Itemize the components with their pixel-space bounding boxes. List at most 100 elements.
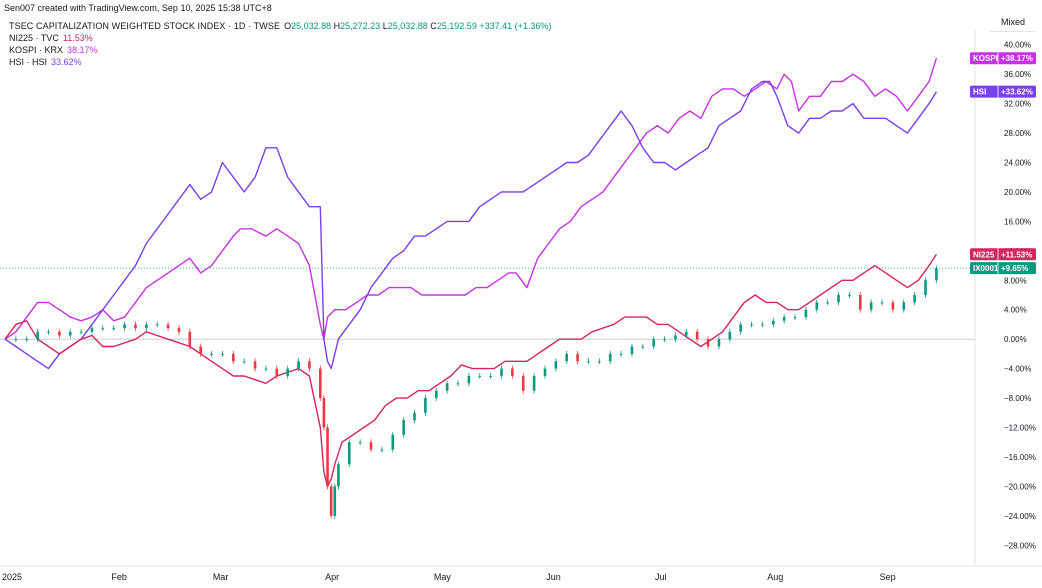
- ohlc-close-label: C: [430, 21, 437, 31]
- candle-body: [858, 295, 862, 310]
- candle-body: [532, 375, 536, 391]
- candle-body: [750, 324, 753, 326]
- ohlc-close-value: 25,192.59: [436, 21, 477, 31]
- candle-body: [521, 375, 525, 391]
- candle-body: [652, 339, 656, 347]
- x-tick-label: Jun: [546, 572, 561, 582]
- y-tick-label: −12.00%: [1004, 424, 1036, 433]
- price-tag-bg: [970, 262, 1036, 275]
- y-tick-label: −20.00%: [1004, 482, 1036, 491]
- ohlc-high-value: 25,272.23: [340, 21, 381, 31]
- candle-body: [318, 368, 322, 399]
- candle-body: [608, 353, 612, 362]
- x-tick-label: Jul: [655, 572, 667, 582]
- candle-body: [706, 339, 710, 347]
- candle-body: [322, 398, 326, 428]
- candle-body: [347, 442, 351, 465]
- candle-body: [695, 331, 699, 340]
- y-tick-label: 8.00%: [1004, 276, 1027, 285]
- candle-body: [663, 339, 666, 341]
- candle-body: [478, 375, 482, 377]
- candle-body: [924, 280, 927, 295]
- legend-ohlc: O25,032.88 H25,272.23 L25,032.88 C25,192…: [284, 20, 551, 32]
- candle-body: [467, 375, 471, 384]
- price-tag-hsi: HSI +33.62%: [970, 85, 1036, 98]
- candle-body: [210, 353, 213, 355]
- y-tick-label: 28.00%: [1004, 129, 1031, 138]
- x-tick-label: Aug: [767, 572, 783, 582]
- candle-body: [913, 295, 916, 303]
- candle-body: [543, 368, 547, 376]
- candle-body: [90, 328, 94, 332]
- candle-body: [199, 346, 202, 354]
- candle-body: [391, 434, 395, 450]
- candle-body: [576, 353, 579, 362]
- candle-body: [511, 368, 514, 376]
- legend-main-row[interactable]: TSEC CAPITALIZATION WEIGHTED STOCK INDEX…: [9, 20, 551, 32]
- candle-body: [761, 324, 764, 326]
- candle-body: [155, 324, 159, 326]
- legend-series-kospi[interactable]: KOSPI · KRX 38.17%: [9, 44, 551, 56]
- candle-body: [68, 331, 72, 336]
- candle-body: [815, 302, 819, 310]
- candle-body: [79, 331, 83, 333]
- legend-series-name: KOSPI · KRX: [9, 45, 64, 55]
- ohlc-low-value: 25,032.88: [387, 21, 428, 31]
- price-tag-bg: [970, 85, 1036, 98]
- candle-body: [848, 295, 851, 296]
- candle-body: [232, 353, 235, 362]
- price-tag-label: NI225: [973, 250, 995, 259]
- scale-mode-button[interactable]: Mixed: [990, 17, 1036, 32]
- candle-body: [793, 317, 797, 319]
- candle-body: [14, 339, 18, 341]
- x-tick-label: Feb: [111, 572, 127, 582]
- candle-body: [500, 368, 503, 376]
- x-tick-label: Sep: [880, 572, 896, 582]
- y-tick-label: 24.00%: [1004, 159, 1031, 168]
- price-tag-value: +11.53%: [1001, 250, 1032, 259]
- price-tag-label: KOSPI: [973, 54, 998, 63]
- candle-body: [101, 328, 105, 330]
- price-tag-value: +38.17%: [1001, 54, 1033, 63]
- candle-body: [25, 339, 29, 341]
- legend-series-ni225[interactable]: NI225 · TVC 11.53%: [9, 32, 551, 44]
- legend-series-name: HSI · HSI: [9, 57, 48, 67]
- series-line-ni225: [4, 253, 937, 488]
- candle-body: [413, 412, 416, 421]
- candlesticks: [14, 265, 938, 519]
- price-tag-label: IX0001: [973, 264, 999, 273]
- y-tick-label: 4.00%: [1004, 306, 1027, 315]
- legend-series-hsi[interactable]: HSI · HSI 33.62%: [9, 56, 551, 68]
- candle-body: [565, 353, 569, 362]
- candle-body: [456, 383, 460, 385]
- series-lines: [4, 57, 938, 488]
- ohlc-open-label: O: [284, 21, 292, 31]
- x-tick-label: 2025: [2, 572, 22, 582]
- candle-body: [166, 324, 170, 329]
- candle-body: [145, 324, 148, 329]
- candle-body: [489, 375, 492, 377]
- price-tag-label: HSI: [973, 88, 986, 97]
- candle-body: [630, 346, 634, 354]
- candle-body: [329, 486, 333, 516]
- price-tag-value: +33.62%: [1001, 88, 1033, 97]
- y-tick-label: 32.00%: [1004, 100, 1031, 109]
- y-tick-label: −24.00%: [1004, 512, 1036, 521]
- candle-body: [445, 383, 449, 391]
- price-tag-bg: [970, 52, 1036, 65]
- y-tick-label: −8.00%: [1004, 394, 1031, 403]
- candle-body: [47, 331, 50, 333]
- legend-series-value: 11.53%: [62, 33, 93, 43]
- price-tags: KOSPI +38.17% HSI +33.62% NI225 +11.53%IX0001…: [970, 52, 1036, 275]
- candle-body: [902, 302, 906, 310]
- series-line-hsi: [4, 80, 937, 370]
- candle-body: [326, 427, 329, 487]
- y-tick-label: 36.00%: [1004, 70, 1031, 79]
- chart-legend: TSEC CAPITALIZATION WEIGHTED STOCK INDEX…: [9, 20, 551, 68]
- candle-body: [935, 268, 938, 281]
- y-tick-label: −16.00%: [1004, 453, 1036, 462]
- candle-body: [598, 361, 601, 363]
- candle-body: [771, 320, 775, 325]
- candle-body: [286, 368, 289, 376]
